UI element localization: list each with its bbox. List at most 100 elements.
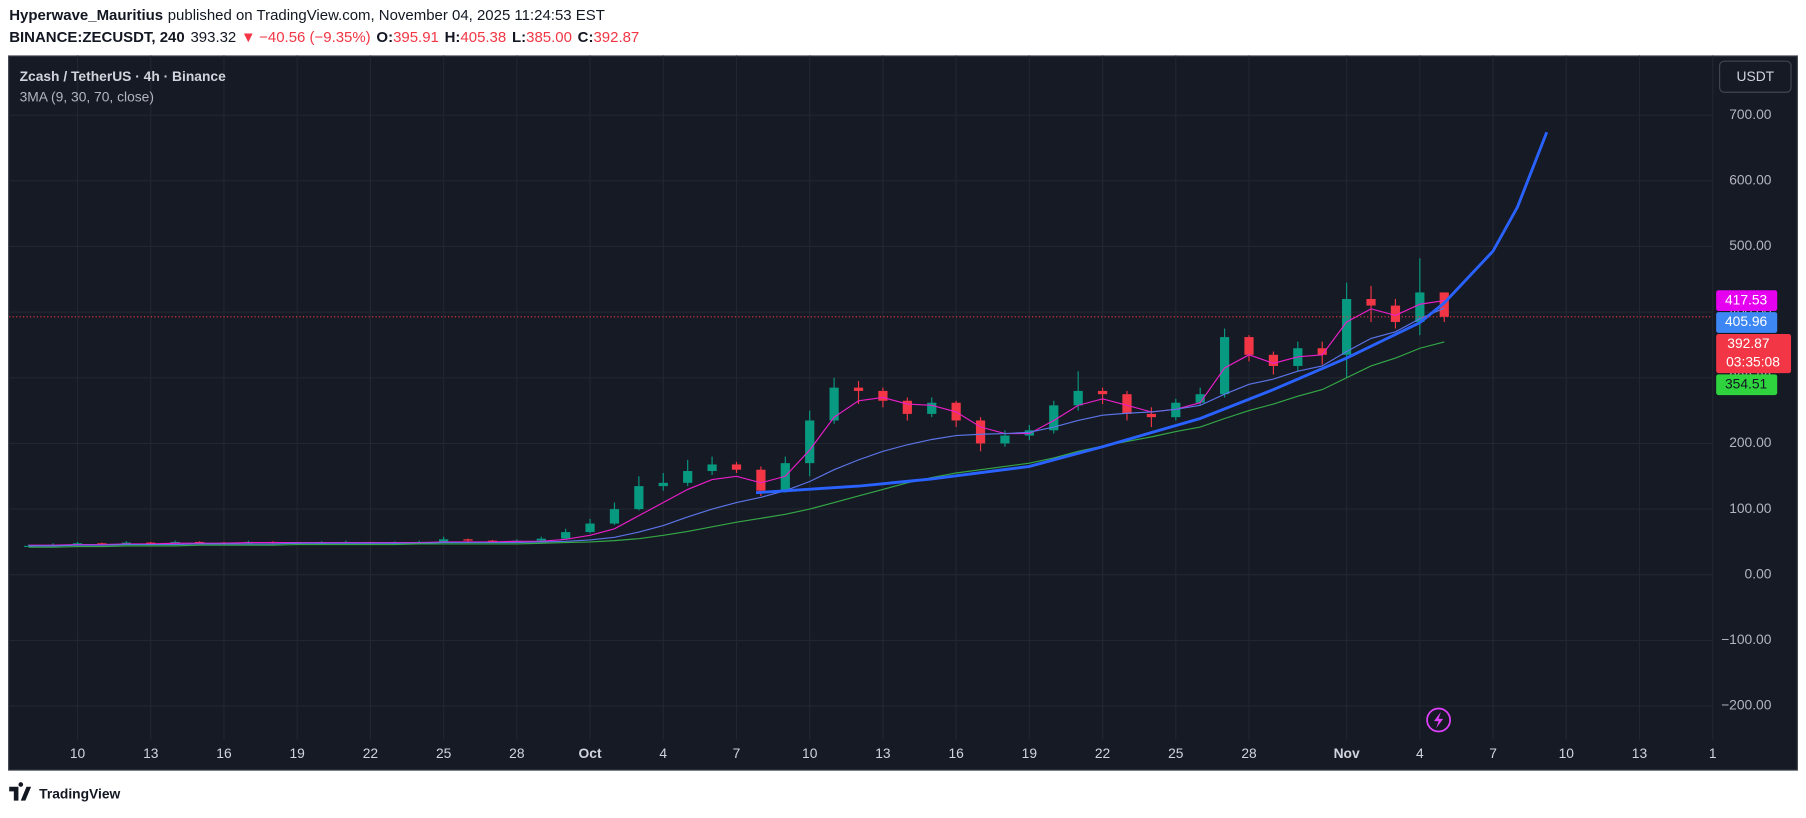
x-tick-label: 25: [1168, 745, 1184, 761]
candle-body: [609, 509, 620, 524]
brand: TradingView: [39, 786, 120, 802]
candle-body: [780, 463, 790, 491]
currency-label[interactable]: USDT: [1737, 68, 1775, 84]
y-tick-label: 200.00: [1729, 434, 1772, 450]
x-tick-label: 28: [1241, 745, 1257, 761]
y-tick-label: −100.00: [1721, 631, 1772, 647]
last-price: 393.32: [190, 29, 236, 46]
x-tick-label: 16: [216, 745, 232, 761]
ohlc-value: 405.38: [460, 29, 506, 46]
candle-body: [146, 542, 156, 544]
price-label-box: [1716, 312, 1778, 333]
x-tick-label: Nov: [1334, 745, 1360, 761]
candle-body: [194, 541, 205, 544]
y-tick-label: 700.00: [1729, 106, 1772, 122]
candle-body: [170, 541, 180, 544]
ohlc-key: H:: [445, 29, 461, 46]
candle-body: [731, 464, 742, 470]
moving-average: [28, 341, 1445, 548]
candle-body: [878, 390, 888, 401]
x-tick-label: 25: [436, 745, 452, 761]
author[interactable]: Hyperwave_Mauritius: [9, 7, 163, 24]
indicator-label[interactable]: 3MA (9, 30, 70, close): [20, 89, 154, 105]
ohlc-key: L:: [512, 29, 526, 46]
x-tick-label: 7: [733, 745, 741, 761]
candle-body: [1171, 402, 1181, 418]
last-price-label: 392.87: [1727, 335, 1769, 351]
x-tick-label: 22: [363, 745, 378, 761]
last-price-box: [1716, 334, 1792, 374]
x-tick-label: 28: [509, 745, 525, 761]
candle-body: [1268, 354, 1279, 366]
x-tick-label: 13: [143, 745, 159, 761]
candle-body: [585, 523, 595, 533]
x-tick-label: 1: [1709, 745, 1717, 761]
candle-body: [1219, 337, 1230, 395]
candle-body: [805, 420, 815, 464]
ohlc-value: 385.00: [526, 29, 572, 46]
candle-body: [829, 387, 839, 421]
candle-body: [1146, 413, 1156, 418]
x-tick-label: 10: [802, 745, 818, 761]
grid: [9, 55, 1714, 740]
ohlc-key: O:: [376, 29, 393, 46]
candle-body: [1000, 435, 1010, 444]
moving-average: [28, 307, 1445, 547]
chart-title: Zcash / TetherUS · 4h · Binance: [20, 68, 227, 84]
candle-body: [1097, 390, 1108, 395]
candle-body: [927, 402, 937, 414]
candle-body: [1195, 394, 1205, 403]
lightning-icon[interactable]: [1426, 707, 1451, 733]
candle-body: [1244, 337, 1254, 355]
candle-body: [561, 532, 571, 539]
candle-body: [975, 420, 986, 444]
x-tick-label: 19: [290, 745, 306, 761]
y-tick-label: 500.00: [1729, 237, 1772, 253]
price-label-box: [1716, 290, 1778, 311]
candle-body: [658, 482, 668, 487]
candle-body: [683, 471, 693, 483]
price-label: 417.53: [1725, 291, 1768, 307]
currency-button[interactable]: [1719, 60, 1792, 93]
candle-body: [463, 539, 473, 541]
hyperwave-curve: [755, 131, 1549, 495]
x-tick-label: 22: [1095, 745, 1110, 761]
header-line-2: BINANCE:ZECUSDT, 240 393.32 ▼ −40.56 (−9.35…: [9, 29, 639, 46]
candle-body: [707, 464, 717, 472]
axes: −200.00−100.000.00100.00200.00300.00400.…: [70, 106, 1792, 761]
candle-body: [1415, 292, 1425, 322]
candle-body: [536, 538, 546, 541]
symbol: BINANCE:ZECUSDT, 240: [9, 29, 185, 46]
candle-body: [97, 543, 107, 545]
candle-body: [1122, 394, 1132, 414]
tradingview-logo: TradingView: [9, 782, 121, 802]
ohlc-value: 395.91: [393, 29, 439, 46]
candle-body: [121, 542, 131, 544]
candle-body: [1049, 405, 1059, 431]
x-tick-label: 10: [1559, 745, 1575, 761]
ohlc-value: 392.87: [593, 29, 639, 46]
candle-body: [1390, 305, 1401, 322]
y-tick-label: 600.00: [1729, 171, 1772, 187]
candle-body: [1366, 298, 1376, 306]
candle-body: [902, 400, 912, 414]
x-tick-label: 16: [948, 745, 964, 761]
x-tick-label: 4: [659, 745, 667, 761]
countdown: 03:35:08: [1726, 353, 1780, 369]
x-tick-label: 10: [70, 745, 86, 761]
x-tick-label: 13: [875, 745, 891, 761]
price-label: 405.96: [1725, 313, 1768, 329]
x-tick-label: 19: [1022, 745, 1038, 761]
x-tick-label: 4: [1416, 745, 1424, 761]
ohlc-key: C:: [578, 29, 594, 46]
candle-body: [24, 545, 34, 548]
y-tick-label: 0.00: [1745, 565, 1772, 581]
y-tick-label: −200.00: [1721, 697, 1772, 713]
moving-average: [28, 300, 1445, 546]
candle-body: [1342, 298, 1352, 355]
candle-body: [487, 540, 498, 542]
x-tick-label: 7: [1489, 745, 1497, 761]
price-label: 354.51: [1725, 375, 1767, 391]
candle-body: [634, 486, 644, 510]
